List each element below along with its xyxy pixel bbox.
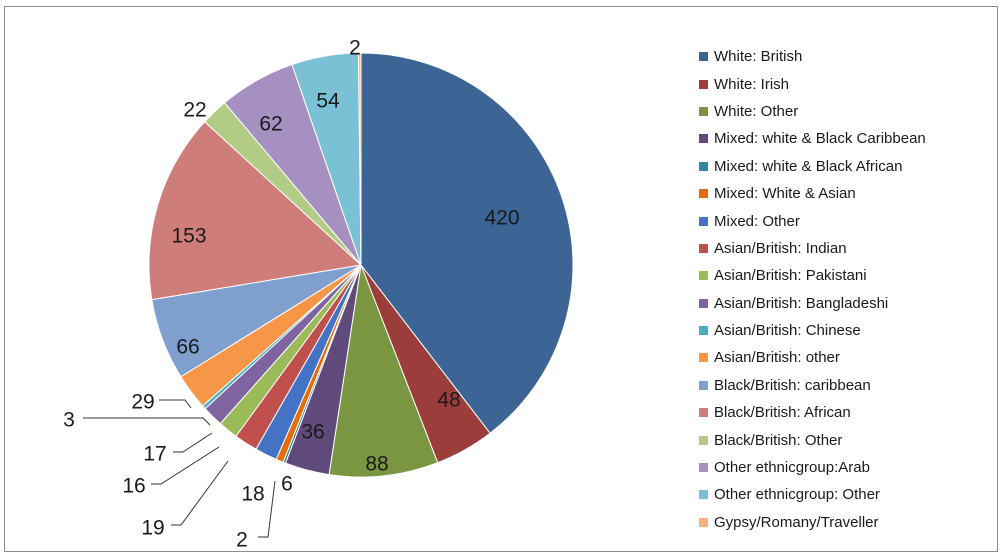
label-leader-lines	[83, 399, 276, 538]
data-label-other-ethnicgroup-other: 54	[316, 90, 340, 113]
legend-item-asian-british-indian: Asian/British: Indian	[699, 235, 926, 262]
data-label-asian-british-chinese: 3	[63, 409, 75, 432]
legend-label: White: Other	[714, 102, 799, 120]
legend-item-other-ethnicgroup-arab: Other ethnicgroup:Arab	[699, 454, 926, 481]
data-labels: 420 48 88 36 2 6 18 19 16 17 3 29 66 153 22 62 54 2	[63, 37, 519, 552]
legend-label: White: British	[714, 48, 803, 66]
legend-label: Asian/British: Bangladeshi	[714, 294, 889, 312]
legend-swatch	[699, 326, 708, 336]
legend-item-mixed-white-black-caribbean: Mixed: white & Black Caribbean	[699, 125, 926, 152]
legend-swatch	[699, 79, 708, 89]
legend-swatch	[699, 106, 708, 116]
leader-line-asian-british-other	[159, 399, 192, 409]
legend-item-asian-british-pakistani: Asian/British: Pakistani	[699, 262, 926, 289]
legend-item-asian-british-chinese: Asian/British: Chinese	[699, 317, 926, 344]
legend-swatch	[699, 517, 708, 527]
legend-swatch	[699, 435, 708, 445]
data-label-mixed-white-black-african: 2	[236, 529, 248, 552]
legend-label: Mixed: white & Black Caribbean	[714, 130, 926, 148]
data-label-other-ethnicgroup-arab: 62	[259, 113, 282, 136]
leader-line-mixed-white-black-african	[258, 480, 276, 538]
data-label-asian-british-bangladeshi: 17	[143, 443, 166, 466]
legend-item-mixed-other: Mixed: Other	[699, 207, 926, 234]
pie-chart: 420 48 88 36 2 6 18 19 16 17 3 29 66 153 22 62 54 2	[63, 37, 574, 552]
legend-swatch	[699, 353, 708, 363]
legend-item-mixed-white-asian: Mixed: White & Asian	[699, 180, 926, 207]
legend-swatch	[699, 243, 708, 253]
legend-swatch	[699, 134, 708, 144]
legend-item-gypsy-romany-traveller: Gypsy/Romany/Traveller	[699, 509, 926, 536]
pie-slices	[148, 52, 574, 478]
legend-item-black-british-african: Black/British: African	[699, 399, 926, 426]
legend-swatch	[699, 408, 708, 418]
data-label-white-irish: 48	[437, 389, 460, 412]
leader-line-asian-british-indian	[171, 460, 229, 526]
legend-label: Asian/British: other	[714, 349, 840, 367]
legend-label: Asian/British: Pakistani	[714, 267, 867, 285]
legend-swatch	[699, 490, 708, 500]
legend-item-other-ethnicgroup-other: Other ethnicgroup: Other	[699, 481, 926, 508]
legend-item-asian-british-bangladeshi: Asian/British: Bangladeshi	[699, 290, 926, 317]
data-label-mixed-other: 18	[241, 483, 264, 506]
legend: White: British White: Irish White: Other Mi…	[699, 43, 926, 536]
legend-label: Black/British: caribbean	[714, 376, 871, 394]
legend-swatch	[699, 380, 708, 390]
leader-line-asian-british-pakistani	[151, 446, 220, 485]
slice-white-other	[328, 263, 439, 478]
legend-swatch	[699, 271, 708, 281]
data-label-asian-british-indian: 19	[141, 517, 164, 540]
data-label-black-british-caribbean: 66	[176, 336, 199, 359]
data-label-mixed-white-black-caribbean: 36	[301, 421, 324, 444]
leader-line-asian-british-bangladeshi	[173, 432, 213, 453]
legend-item-black-british-other: Black/British: Other	[699, 426, 926, 453]
legend-item-white-irish: White: Irish	[699, 70, 926, 97]
slice-gypsy-romany-traveller	[357, 52, 362, 266]
legend-item-white-other: White: Other	[699, 98, 926, 125]
legend-label: Gypsy/Romany/Traveller	[714, 513, 879, 531]
legend-label: Mixed: white & Black African	[714, 157, 903, 175]
data-label-black-british-other: 22	[183, 99, 206, 122]
legend-label: White: Irish	[714, 75, 790, 93]
data-label-white-other: 88	[365, 453, 388, 476]
legend-item-asian-british-other: Asian/British: other	[699, 344, 926, 371]
legend-label: Black/British: Other	[714, 431, 843, 449]
data-label-asian-british-other: 29	[131, 391, 154, 414]
legend-swatch	[699, 189, 708, 199]
legend-item-white-british: White: British	[699, 43, 926, 70]
data-label-gypsy-romany-traveller: 2	[349, 37, 361, 60]
legend-swatch	[699, 161, 708, 171]
legend-item-black-british-caribbean: Black/British: caribbean	[699, 372, 926, 399]
data-label-white-british: 420	[484, 207, 519, 230]
legend-label: Asian/British: Indian	[714, 239, 847, 257]
chart-area: 420 48 88 36 2 6 18 19 16 17 3 29 66 153 22 62 54 2 White…	[4, 6, 998, 552]
legend-swatch	[699, 463, 708, 473]
legend-item-mixed-white-black-african: Mixed: white & Black African	[699, 153, 926, 180]
legend-label: Black/British: African	[714, 404, 851, 422]
legend-label: Other ethnicgroup: Other	[714, 486, 880, 504]
data-label-asian-british-pakistani: 16	[122, 475, 145, 498]
legend-label: Other ethnicgroup:Arab	[714, 459, 870, 477]
legend-swatch	[699, 216, 708, 226]
legend-label: Asian/British: Chinese	[714, 322, 861, 340]
legend-label: Mixed: White & Asian	[714, 185, 856, 203]
legend-label: Mixed: Other	[714, 212, 800, 230]
slice-black-british-african	[148, 121, 363, 301]
legend-swatch	[699, 52, 708, 62]
leader-line-asian-british-chinese	[83, 417, 211, 426]
data-label-mixed-white-asian: 6	[281, 473, 293, 496]
legend-swatch	[699, 298, 708, 308]
slice-white-british	[360, 52, 574, 434]
data-label-black-british-african: 153	[171, 225, 206, 248]
